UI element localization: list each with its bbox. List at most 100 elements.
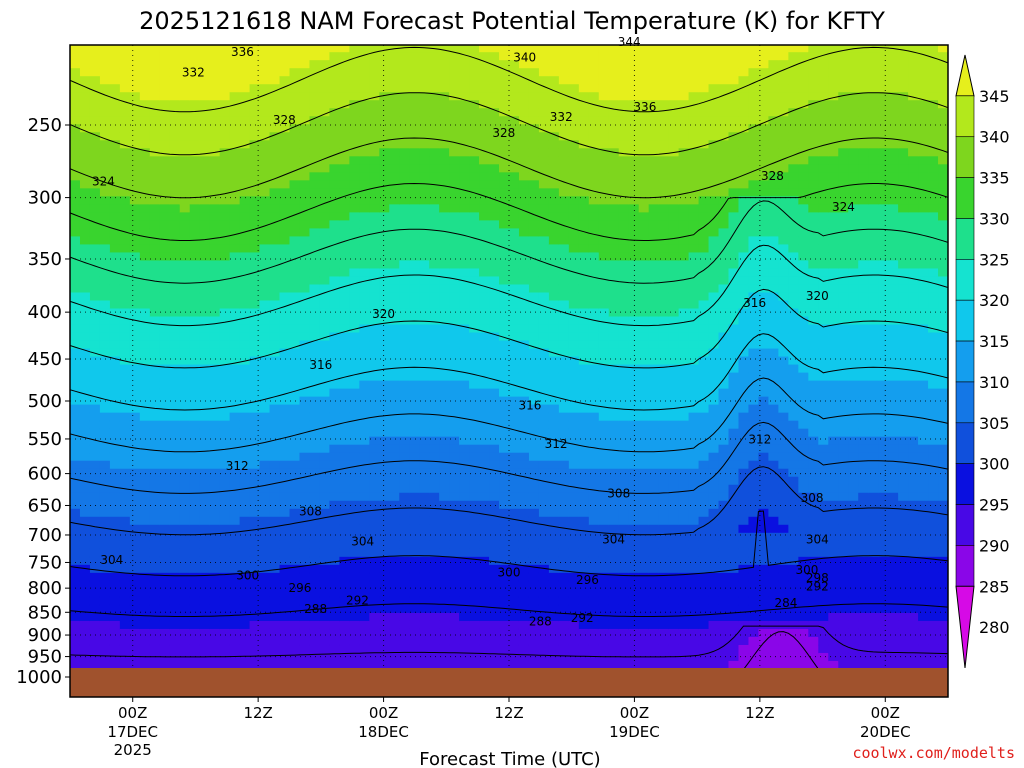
fill-cell (409, 348, 420, 358)
fill-cell (79, 76, 91, 85)
fill-cell (469, 140, 480, 149)
fill-cell (568, 620, 580, 630)
fill-cell (70, 372, 81, 382)
fill-cell (249, 404, 261, 414)
fill-cell (509, 612, 520, 622)
fill-cell (109, 372, 121, 382)
fill-cell (578, 124, 590, 133)
fill-cell (339, 540, 350, 550)
fill-cell (638, 604, 650, 614)
fill-cell (299, 164, 311, 173)
fill-cell (499, 404, 510, 414)
fill-cell (668, 124, 680, 133)
fill-cell (598, 348, 610, 358)
fill-cell (349, 636, 360, 646)
fill-cell (548, 580, 560, 590)
fill-cell (389, 628, 400, 638)
fill-cell (189, 252, 201, 262)
fill-cell (588, 292, 600, 302)
fill-cell (329, 652, 340, 662)
fill-cell (259, 572, 271, 582)
fill-cell (598, 516, 610, 526)
fill-cell (538, 500, 550, 510)
fill-cell (70, 532, 81, 542)
fill-cell (528, 300, 540, 310)
fill-cell (479, 396, 490, 406)
fill-cell (309, 308, 321, 318)
fill-cell (638, 348, 650, 358)
fill-cell (179, 492, 191, 502)
fill-cell (558, 124, 570, 133)
fill-cell (169, 220, 181, 230)
fill-cell (688, 556, 700, 566)
fill-cell (219, 324, 231, 334)
fill-cell (588, 396, 600, 406)
fill-cell (309, 564, 321, 574)
fill-cell (449, 156, 460, 165)
fill-cell (349, 460, 360, 470)
fill-cell (578, 652, 590, 662)
fill-cell (668, 108, 680, 117)
fill-cell (309, 652, 321, 662)
fill-cell (399, 108, 410, 117)
fill-cell (159, 372, 171, 382)
fill-cell (159, 300, 171, 310)
fill-cell (119, 60, 131, 69)
fill-cell (79, 652, 91, 662)
fill-cell (169, 420, 181, 430)
fill-cell (349, 124, 360, 133)
fill-cell (598, 588, 610, 598)
fill-cell (518, 92, 530, 101)
fill-cell (548, 92, 560, 101)
fill-cell (79, 45, 91, 53)
fill-cell (618, 380, 630, 390)
fill-cell (419, 292, 430, 302)
fill-cell (149, 140, 161, 149)
fill-cell (259, 228, 271, 238)
fill-cell (439, 196, 450, 205)
fill-cell (568, 76, 580, 85)
fill-cell (489, 548, 500, 558)
fill-cell (229, 356, 241, 366)
fill-cell (678, 540, 690, 550)
fill-cell (588, 212, 600, 221)
fill-cell (678, 156, 690, 165)
fill-cell (429, 468, 440, 478)
fill-cell (628, 228, 640, 238)
fill-cell (129, 636, 141, 646)
fill-cell (459, 652, 470, 662)
fill-cell (658, 388, 670, 398)
fill-cell (558, 196, 570, 205)
fill-cell (618, 108, 630, 117)
fill-cell (429, 644, 440, 654)
fill-cell (299, 172, 311, 181)
fill-cell (70, 636, 81, 646)
fill-cell (479, 548, 490, 558)
fill-cell (259, 212, 271, 221)
fill-cell (249, 572, 261, 582)
fill-cell (509, 516, 520, 526)
fill-cell (688, 228, 700, 238)
fill-cell (249, 548, 261, 558)
fill-cell (279, 420, 291, 430)
fill-cell (628, 68, 640, 77)
fill-cell (369, 644, 380, 654)
fill-cell (618, 188, 630, 197)
fill-cell (339, 508, 350, 518)
fill-cell (509, 476, 520, 486)
fill-cell (179, 196, 191, 205)
fill-cell (528, 68, 540, 77)
fill-cell (489, 628, 500, 638)
fill-cell (399, 476, 410, 486)
fill-cell (319, 476, 331, 486)
fill-cell (79, 332, 91, 342)
fill-cell (369, 452, 380, 462)
fill-cell (518, 148, 530, 157)
fill-cell (229, 580, 241, 590)
fill-cell (429, 252, 440, 262)
fill-cell (538, 588, 550, 598)
fill-cell (159, 244, 171, 254)
fill-cell (329, 284, 340, 294)
fill-cell (439, 596, 450, 606)
fill-cell (139, 388, 151, 398)
